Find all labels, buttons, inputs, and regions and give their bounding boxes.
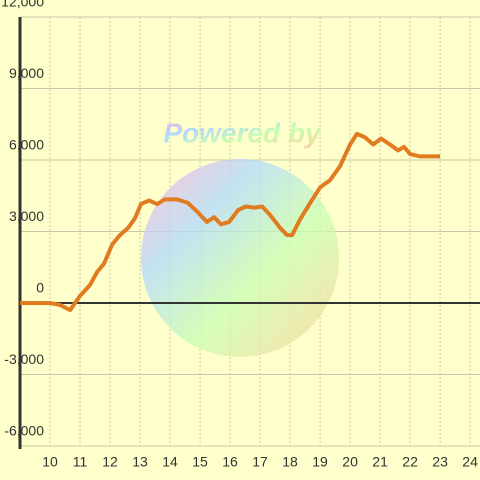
- x-tick-label: 22: [402, 454, 418, 470]
- watermark: Powered by: [163, 117, 322, 148]
- y-tick-label: 9,000: [9, 65, 44, 81]
- y-tick-label: 0: [36, 280, 44, 296]
- x-tick-label: 17: [252, 454, 268, 470]
- x-tick-label: 16: [222, 454, 238, 470]
- x-tick-label: 15: [192, 454, 208, 470]
- data-line: [20, 131, 441, 313]
- x-tick-label: 18: [282, 454, 298, 470]
- x-tick-label: 12: [102, 454, 118, 470]
- x-tick-label: 14: [162, 454, 178, 470]
- x-tick-label: 19: [312, 454, 328, 470]
- x-tick-label: 24: [462, 454, 478, 470]
- y-tick-label: -3,000: [4, 351, 44, 367]
- y-tick-label: 6,000: [9, 137, 44, 153]
- y-tick-label: 12,000: [1, 0, 44, 10]
- x-tick-label: 21: [372, 454, 388, 470]
- watermark-logo: [141, 159, 339, 357]
- x-tick-label: 11: [73, 454, 88, 470]
- y-tick-label: -6,000: [4, 423, 44, 439]
- x-tick-label: 10: [42, 454, 58, 470]
- x-tick-label: 13: [132, 454, 148, 470]
- x-tick-label: 23: [432, 454, 448, 470]
- x-tick-label: 20: [342, 454, 358, 470]
- y-tick-label: 3,000: [9, 208, 44, 224]
